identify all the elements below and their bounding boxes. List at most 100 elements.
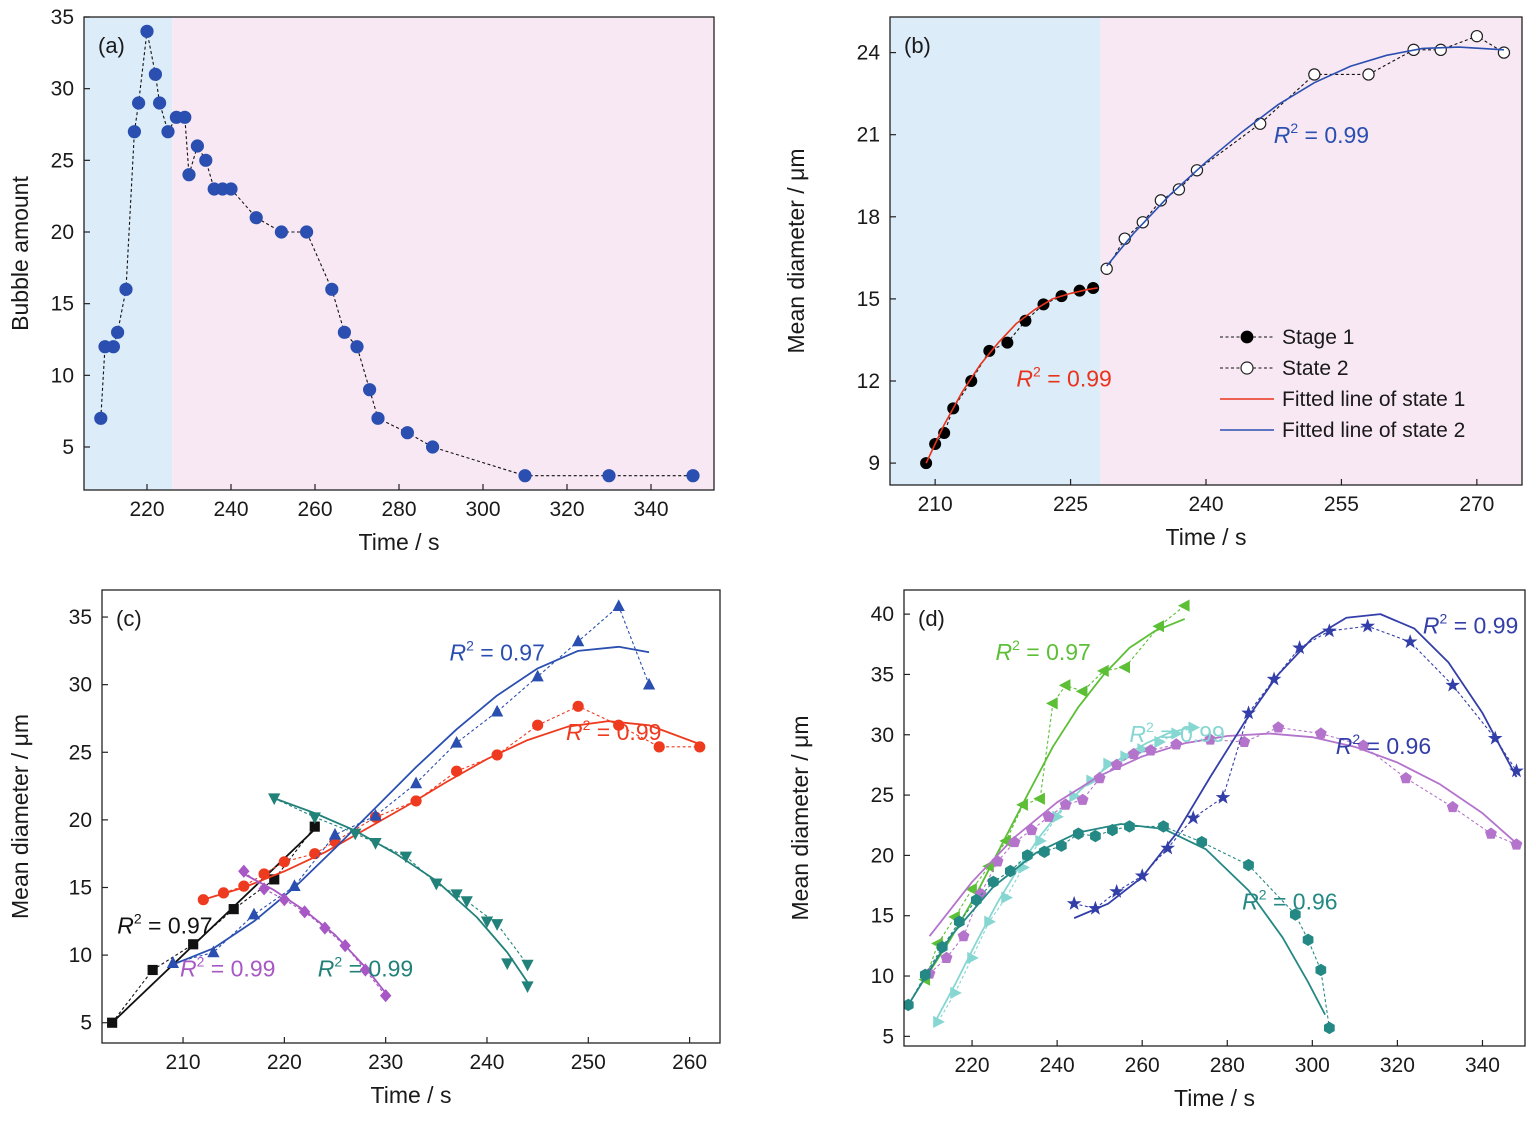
x-tick-label: 230 xyxy=(368,1051,403,1074)
data-point xyxy=(1025,823,1038,836)
series-2 xyxy=(932,721,1201,1028)
x-tick-label: 240 xyxy=(1040,1054,1075,1077)
data-point xyxy=(319,921,331,935)
r-squared-annotation: R2 = 0.99 xyxy=(1423,610,1518,638)
data-point xyxy=(1103,757,1116,770)
y-tick-label: 24 xyxy=(857,42,881,65)
data-point xyxy=(1073,827,1084,840)
r-squared-annotation: R2 = 0.99 xyxy=(1016,363,1111,391)
y-tick-label: 15 xyxy=(871,905,894,928)
plot-area xyxy=(920,29,1511,470)
data-point xyxy=(653,741,665,753)
data-point xyxy=(501,958,514,971)
data-point xyxy=(572,634,585,647)
x-tick-label: 340 xyxy=(1465,1054,1500,1077)
y-tick-label: 40 xyxy=(871,603,894,626)
data-point xyxy=(359,963,372,977)
y-tick-label: 5 xyxy=(62,436,74,459)
data-point xyxy=(1497,46,1511,59)
data-point xyxy=(1160,840,1176,855)
data-point xyxy=(1008,835,1021,848)
y-tick-label: 10 xyxy=(69,944,92,967)
r-squared-annotation: R2 = 0.99 xyxy=(1129,719,1224,747)
data-point xyxy=(409,776,423,789)
connector-line xyxy=(111,826,316,1024)
series-1 xyxy=(918,599,1190,986)
data-point xyxy=(967,951,979,965)
legend-label: Fitted line of state 2 xyxy=(1282,419,1465,442)
data-point xyxy=(178,110,192,124)
series-2 xyxy=(197,700,706,906)
x-tick-label: 220 xyxy=(129,498,164,521)
data-point xyxy=(111,325,125,339)
fit-curve xyxy=(932,725,1194,1025)
r-squared-annotation: R2 = 0.99 xyxy=(180,954,275,982)
x-tick-label: 280 xyxy=(381,498,416,521)
series-3 xyxy=(925,287,1098,464)
fit-curve xyxy=(273,797,529,983)
data-point xyxy=(1075,685,1088,698)
y-tick-label: 10 xyxy=(871,965,894,988)
data-point xyxy=(1357,739,1370,751)
data-point xyxy=(1510,838,1523,850)
y-tick-label: 20 xyxy=(51,221,74,244)
data-point xyxy=(991,855,1004,867)
data-point xyxy=(1110,758,1123,770)
data-point xyxy=(612,599,625,612)
data-point xyxy=(309,848,321,860)
data-point xyxy=(268,793,281,806)
plot-frame xyxy=(903,589,1526,1047)
r-squared-annotation: R2 = 0.99 xyxy=(1274,120,1369,148)
data-point xyxy=(247,907,261,920)
fit-curve xyxy=(1073,613,1518,919)
x-tick-label: 270 xyxy=(1459,493,1494,516)
shaded-region-2 xyxy=(172,17,714,490)
data-point xyxy=(919,968,931,982)
data-point xyxy=(1302,933,1314,947)
data-point xyxy=(298,905,311,919)
fit-curve xyxy=(907,823,1326,1016)
data-point xyxy=(127,125,141,139)
r-squared-annotation: R2 = 0.99 xyxy=(318,954,413,982)
data-point xyxy=(1402,634,1418,649)
data-point xyxy=(147,964,158,976)
data-point xyxy=(984,915,996,928)
data-point xyxy=(1292,640,1307,655)
x-tick-label: 280 xyxy=(1210,1054,1245,1077)
plot-area xyxy=(904,599,1524,1035)
panel-label: (b) xyxy=(904,33,931,58)
r-squared-annotation: R2 = 0.97 xyxy=(995,637,1090,665)
y-tick-label: 12 xyxy=(857,370,880,393)
data-point xyxy=(425,440,440,454)
r-squared-annotation: R2 = 0.97 xyxy=(117,910,212,938)
fit-line xyxy=(925,287,1098,464)
connector-line xyxy=(937,727,1194,1023)
data-point xyxy=(521,959,534,972)
data-point xyxy=(1004,864,1016,878)
x-tick-label: 255 xyxy=(1324,493,1359,516)
data-point xyxy=(1093,771,1106,784)
data-point xyxy=(1289,908,1301,921)
y-axis-label: Mean diameter / μm xyxy=(783,149,809,354)
data-point xyxy=(904,998,914,1012)
shaded-region-2 xyxy=(1100,17,1522,485)
y-tick-label: 30 xyxy=(51,78,74,101)
legend-label: State 2 xyxy=(1282,357,1349,380)
plot-frame xyxy=(101,589,721,1044)
data-point xyxy=(1066,895,1082,910)
panel-label: (d) xyxy=(918,606,945,631)
x-tick-label: 210 xyxy=(166,1051,201,1074)
x-tick-label: 320 xyxy=(1380,1054,1415,1077)
data-point xyxy=(430,878,443,891)
data-point xyxy=(1076,793,1089,805)
y-tick-label: 35 xyxy=(51,6,74,29)
data-point xyxy=(532,719,544,731)
chart-panel-a: 220 240 260 280 300 320 340 5 10 15 20 25 30 35 Time /… xyxy=(7,6,715,555)
x-tick-label: 340 xyxy=(633,498,668,521)
data-point xyxy=(613,719,625,731)
data-point xyxy=(970,893,982,907)
data-point xyxy=(1509,763,1524,778)
data-point xyxy=(1158,820,1169,833)
data-point xyxy=(1124,820,1135,833)
x-axis-label: Time / s xyxy=(1166,524,1247,550)
